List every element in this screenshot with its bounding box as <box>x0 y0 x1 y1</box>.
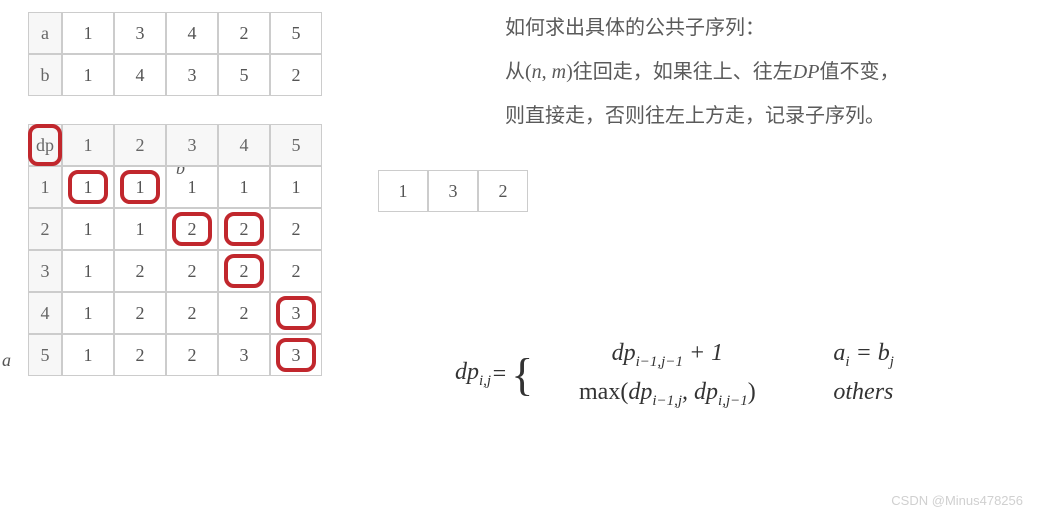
ab-a-0: 1 <box>62 12 114 54</box>
watermark: CSDN @Minus478256 <box>891 493 1023 508</box>
result-2: 2 <box>478 170 528 212</box>
dp-cell-2-4: 2 <box>270 250 322 292</box>
dp-cell-0-3: 1 <box>218 166 270 208</box>
dp-col-2: 3 <box>166 124 218 166</box>
explain-line1: 如何求出具体的公共子序列： <box>505 6 899 50</box>
dp-col-3: 4 <box>218 124 270 166</box>
result-1: 3 <box>428 170 478 212</box>
ab-a-3: 2 <box>218 12 270 54</box>
formula-brace: { <box>511 354 533 395</box>
dp-cell-4-0: 1 <box>62 334 114 376</box>
dp-col-1: 2 <box>114 124 166 166</box>
dp-row-2: 312222 <box>28 250 1027 292</box>
dp-cell-4-2: 2 <box>166 334 218 376</box>
dp-cell-0-0: 1 <box>62 166 114 208</box>
dp-cell-0-1: 1 <box>114 166 166 208</box>
c2-suf: ) <box>748 379 756 405</box>
dp-row-label-4: 5 <box>28 334 62 376</box>
c1-tail: + 1 <box>683 340 723 366</box>
result-0: 1 <box>378 170 428 212</box>
c2-max: max( <box>579 379 628 405</box>
dp-cell-3-1: 2 <box>114 292 166 334</box>
dp-cell-0-2: 1 <box>166 166 218 208</box>
formula-case1: dpi−1,j−1 + 1 ai = bj <box>537 340 894 371</box>
explain-l2-tail: 值不变， <box>819 61 899 83</box>
c1-b: b <box>878 340 890 366</box>
formula-eq: = <box>491 361 507 388</box>
dp-cell-3-2: 2 <box>166 292 218 334</box>
dp-col-0: 1 <box>62 124 114 166</box>
c2-b: dp <box>694 379 718 405</box>
dp-cell-1-0: 1 <box>62 208 114 250</box>
ab-label-b: b <box>28 54 62 96</box>
c1-eq: = <box>850 340 878 366</box>
c1-dp: dp <box>612 340 636 366</box>
c1-a: a <box>833 340 845 366</box>
ab-label-a: a <box>28 12 62 54</box>
explain-l2-pre: 从( <box>505 61 532 83</box>
explain-l2-n: n <box>532 61 542 83</box>
explain-l2-post: )往回走，如果往上、往左 <box>566 61 793 83</box>
ab-b-2: 3 <box>166 54 218 96</box>
c2-cond: others <box>833 379 893 406</box>
dp-cell-2-3: 2 <box>218 250 270 292</box>
dp-cell-1-1: 1 <box>114 208 166 250</box>
c2-bsub: i,j−1 <box>718 393 748 409</box>
result-table: 1 3 2 <box>378 170 528 212</box>
dp-cell-3-4: 3 <box>270 292 322 334</box>
explain-l2-dp: DP <box>793 61 820 83</box>
explain-l2-comma: , <box>542 61 552 83</box>
dp-row-label-2: 3 <box>28 250 62 292</box>
dp-cell-3-0: 1 <box>62 292 114 334</box>
c1-bj: j <box>890 354 894 370</box>
ab-b-0: 1 <box>62 54 114 96</box>
formula-lhs: dpi,j <box>455 359 491 390</box>
formula-cases: dpi−1,j−1 + 1 ai = bj max(dpi−1,j, dpi,j… <box>537 340 894 410</box>
ab-b-3: 5 <box>218 54 270 96</box>
ab-b-4: 2 <box>270 54 322 96</box>
ab-a-2: 4 <box>166 12 218 54</box>
dp-row-label-3: 4 <box>28 292 62 334</box>
dp-cell-0-4: 1 <box>270 166 322 208</box>
dp-cell-2-2: 2 <box>166 250 218 292</box>
dp-cell-4-4: 3 <box>270 334 322 376</box>
c1-sub: i−1,j−1 <box>636 354 683 370</box>
dp-table: dp 1 2 3 4 5 111111211222312222412223512… <box>28 124 1027 376</box>
ab-a-4: 5 <box>270 12 322 54</box>
c2-asub: i−1,j <box>652 393 682 409</box>
dp-cell-4-1: 2 <box>114 334 166 376</box>
formula-lhs-sub: i,j <box>479 373 491 389</box>
formula: dpi,j = { dpi−1,j−1 + 1 ai = bj max(dpi−… <box>455 340 894 410</box>
dp-cell-1-3: 2 <box>218 208 270 250</box>
explain-l2-m: m <box>552 61 566 83</box>
dp-col-4: 5 <box>270 124 322 166</box>
explain-line2: 从(n, m)往回走，如果往上、往左DP值不变， <box>505 50 899 94</box>
explanation: 如何求出具体的公共子序列： 从(n, m)往回走，如果往上、往左DP值不变， 则… <box>505 6 899 138</box>
ab-b-1: 4 <box>114 54 166 96</box>
axis-a-label: a <box>2 350 11 371</box>
c2-a: dp <box>628 379 652 405</box>
formula-case2: max(dpi−1,j, dpi,j−1) others <box>537 379 894 410</box>
dp-row-label-0: 1 <box>28 166 62 208</box>
dp-cell-2-0: 1 <box>62 250 114 292</box>
explain-line3: 则直接走，否则往左上方走，记录子序列。 <box>505 94 899 138</box>
dp-cell-3-3: 2 <box>218 292 270 334</box>
dp-cell-4-3: 3 <box>218 334 270 376</box>
dp-cell-1-4: 2 <box>270 208 322 250</box>
dp-row-label-1: 2 <box>28 208 62 250</box>
dp-row-1: 211222 <box>28 208 1027 250</box>
ab-a-1: 3 <box>114 12 166 54</box>
dp-cell-1-2: 2 <box>166 208 218 250</box>
dp-row-3: 412223 <box>28 292 1027 334</box>
dp-cell-2-1: 2 <box>114 250 166 292</box>
c2-comma: , <box>682 379 694 405</box>
dp-corner: dp <box>28 124 62 166</box>
formula-lhs-dp: dp <box>455 359 479 385</box>
